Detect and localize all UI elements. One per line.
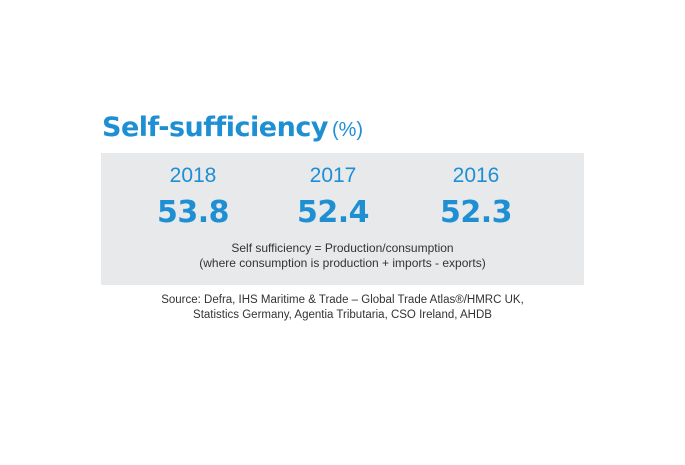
formula-note-line: (where consumption is production + impor…: [199, 256, 486, 270]
stat-year: 2018: [169, 164, 217, 187]
stat-2017: 2017 52.4: [278, 163, 388, 233]
stat-value: 53.8: [156, 195, 230, 230]
title-main: Self-sufficiency: [102, 112, 328, 143]
stat-2018: 2018 53.8: [138, 163, 248, 233]
page-title: Self-sufficiency (%): [102, 112, 363, 143]
stat-year: 2017: [309, 164, 357, 187]
stat-value: 52.3: [439, 195, 513, 230]
source-line: Statistics Germany, Agentia Tributaria, …: [193, 309, 492, 321]
stat-2016: 2016 52.3: [421, 163, 531, 233]
stat-year: 2016: [452, 164, 500, 187]
source-line: Source: Defra, IHS Maritime & Trade – Gl…: [161, 294, 524, 306]
source-note: Source: Defra, IHS Maritime & Trade – Gl…: [101, 293, 584, 323]
formula-note-line: Self sufficiency = Production/consumptio…: [231, 241, 454, 255]
stats-panel: 2018 53.8 2017 52.4 2016 52.3 Self suffi…: [101, 153, 584, 285]
formula-note: Self sufficiency = Production/consumptio…: [101, 241, 584, 271]
stat-value: 52.4: [296, 195, 370, 230]
title-unit: (%): [331, 119, 364, 141]
